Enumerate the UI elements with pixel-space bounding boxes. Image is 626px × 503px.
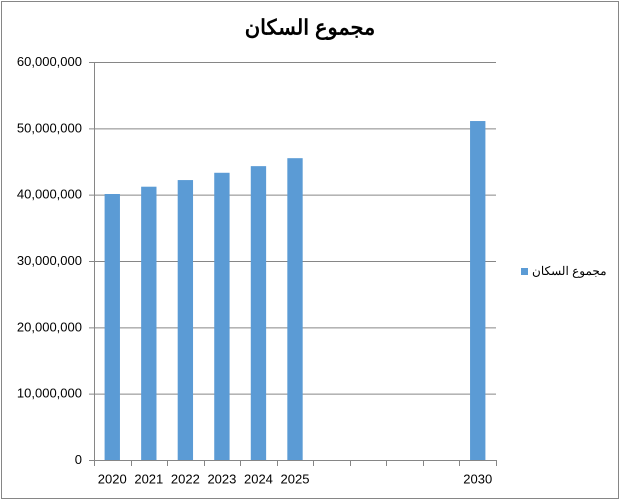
x-tick-label: 2023	[207, 471, 236, 486]
bar	[104, 194, 120, 460]
chart-title: مجموع السكان	[245, 17, 376, 41]
y-tick-label: 50,000,000	[17, 120, 82, 135]
x-tick-label: 2022	[171, 471, 200, 486]
bar	[250, 166, 267, 461]
x-tick-label: 2020	[98, 471, 127, 486]
legend-swatch	[521, 268, 528, 275]
bar	[470, 121, 486, 460]
y-tick-label: 60,000,000	[17, 54, 82, 69]
y-tick-label: 20,000,000	[17, 319, 82, 334]
bar	[287, 158, 303, 460]
bar	[214, 172, 230, 460]
y-tick-label: 40,000,000	[17, 187, 82, 202]
chart-frame	[1, 1, 619, 499]
y-tick-label: 0	[75, 452, 82, 467]
y-tick-label: 30,000,000	[17, 253, 82, 268]
x-tick-label: 2021	[134, 471, 163, 486]
bar	[141, 186, 157, 460]
x-tick-label: 2024	[244, 471, 273, 486]
y-tick-label: 10,000,000	[17, 386, 82, 401]
x-tick-label: 2025	[281, 471, 310, 486]
x-tick-label: 2030	[463, 471, 492, 486]
bar	[177, 180, 194, 460]
legend-label: مجموع السكان	[532, 264, 607, 278]
